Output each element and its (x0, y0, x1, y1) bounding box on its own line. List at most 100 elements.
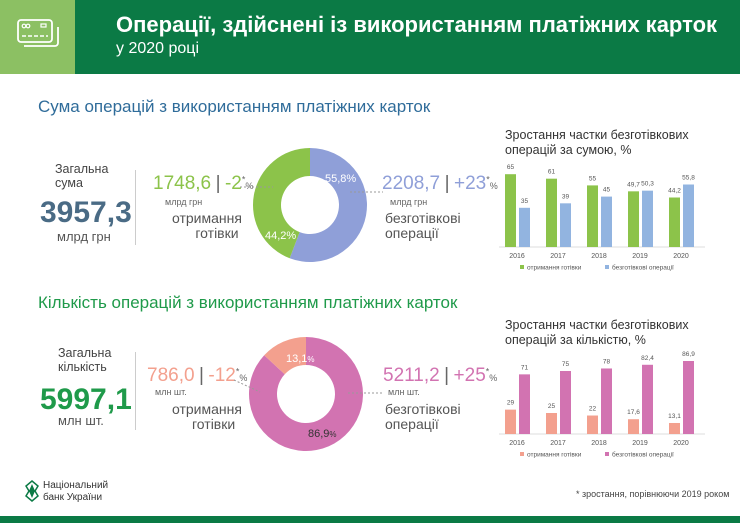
donut-slice-cashless (289, 148, 367, 262)
data-label: 29 (507, 400, 515, 407)
sum-cash-unit: млрд грн (165, 197, 203, 207)
data-label: 35 (521, 198, 529, 205)
donut-slice-cashless (249, 337, 363, 451)
bar (519, 207, 530, 247)
legend-label: безготівкові операції (612, 451, 674, 459)
data-label: 17,6 (627, 409, 640, 416)
chart2-title: Зростання частки безготівкових операцій … (505, 318, 689, 347)
donut-slice-cash (264, 337, 306, 375)
bar (505, 409, 516, 434)
legend-label: отримання готівки (527, 451, 582, 459)
bar (628, 191, 639, 247)
credit-cards-icon (17, 19, 59, 47)
total-sum-unit: млрд грн (57, 229, 111, 244)
legend-label: безготівкові операції (612, 264, 674, 272)
legend-label: отримання готівки (527, 264, 582, 272)
count-cash-label: отримання готівки (172, 401, 242, 432)
divider (135, 170, 136, 245)
tick-label: 2018 (591, 253, 607, 260)
data-label: 55 (589, 175, 597, 182)
leader-line (233, 379, 261, 393)
donut-label-cash: 44,2% (265, 230, 296, 242)
tick-label: 2019 (632, 440, 648, 447)
count-cashless-label: безготівкові операції (385, 401, 461, 432)
sum-cash-value: 1748,6 | -2*% (153, 173, 254, 194)
tick-label: 2017 (550, 440, 566, 447)
sum-cash-label: отримання готівки (172, 210, 242, 241)
total-count-label: Загальна кількість (58, 346, 112, 374)
footer-bar (0, 516, 740, 523)
total-sum-label: Загальна сума (55, 162, 109, 190)
data-label: 22 (589, 406, 597, 413)
data-label: 65 (507, 164, 515, 171)
data-label: 78 (603, 358, 611, 365)
page-title: Операції, здійснені із використанням пла… (116, 12, 718, 37)
data-label: 86,9 (682, 351, 695, 358)
bar (587, 415, 598, 434)
donut-label-cashless: 86,9% (308, 428, 337, 440)
data-label: 71 (521, 364, 529, 371)
count-cash-value: 786,0 | -12*% (147, 365, 248, 386)
total-count-value: 5997,1 (40, 383, 132, 416)
data-label: 55,8 (682, 175, 695, 182)
legend-swatch (605, 265, 609, 269)
page-subtitle: у 2020 році (116, 40, 199, 57)
data-label: 49,7 (627, 181, 640, 188)
bar (642, 190, 653, 247)
sum-cashless-label: безготівкові операції (385, 210, 461, 241)
bar (560, 371, 571, 434)
bar (642, 364, 653, 434)
bar (505, 174, 516, 247)
bar (546, 413, 557, 434)
total-count-unit: млн шт. (58, 413, 104, 428)
chart1-title: Зростання частки безготівкових операцій … (505, 128, 689, 157)
data-label: 39 (562, 193, 570, 200)
bar (683, 184, 694, 247)
donut-label-cashless: 55,8% (325, 173, 356, 185)
data-label: 25 (548, 403, 556, 410)
tick-label: 2017 (550, 253, 566, 260)
count-cashless-value: 5211,2 | +25*% (383, 365, 498, 386)
tick-label: 2018 (591, 440, 607, 447)
tick-label: 2016 (509, 253, 525, 260)
tick-label: 2016 (509, 440, 525, 447)
legend-swatch (520, 452, 524, 456)
tick-label: 2020 (673, 253, 689, 260)
count-cashless-unit: млн шт. (388, 387, 420, 397)
divider (135, 352, 136, 430)
sum-cashless-unit: млрд грн (390, 197, 428, 207)
bar (587, 185, 598, 247)
header-icon-panel (0, 0, 75, 74)
header-bar (75, 0, 740, 74)
donut-label-cash: 13,1% (286, 353, 315, 365)
bar (669, 422, 680, 434)
legend-swatch (605, 452, 609, 456)
data-label: 13,1 (668, 413, 681, 420)
bar (519, 374, 530, 434)
section-sum-heading: Сума операцій з використанням платіжних … (38, 97, 431, 116)
bar (683, 361, 694, 434)
chart2: 29 71 2016 25 75 2017 22 78 2018 17,6 82,4 2019 13,1… (499, 351, 705, 459)
data-label: 45 (603, 187, 611, 194)
data-label: 82,4 (641, 355, 654, 362)
data-label: 61 (548, 169, 556, 176)
bar (601, 196, 612, 247)
total-sum-value: 3957,3 (40, 196, 132, 229)
legend-swatch (520, 265, 524, 269)
bar (628, 419, 639, 434)
tick-label: 2019 (632, 253, 648, 260)
data-label: 75 (562, 361, 570, 368)
tick-label: 2020 (673, 440, 689, 447)
bar (546, 178, 557, 247)
sum-cashless-value: 2208,7 | +23*% (382, 173, 498, 194)
sum-donut: 55,8% 44,2% (240, 148, 383, 262)
nbu-logo-text: Національний банк України (43, 480, 109, 503)
data-label: 50,3 (641, 181, 654, 188)
count-cash-unit: млн шт. (155, 387, 187, 397)
footnote: * зростання, порівнюючи 2019 роком (576, 489, 730, 499)
donut-slice-cash (252, 148, 310, 259)
bar (669, 197, 680, 247)
count-donut: 13,1% 86,9% (233, 337, 383, 451)
bar (560, 203, 571, 247)
nbu-logo-icon (25, 480, 39, 502)
